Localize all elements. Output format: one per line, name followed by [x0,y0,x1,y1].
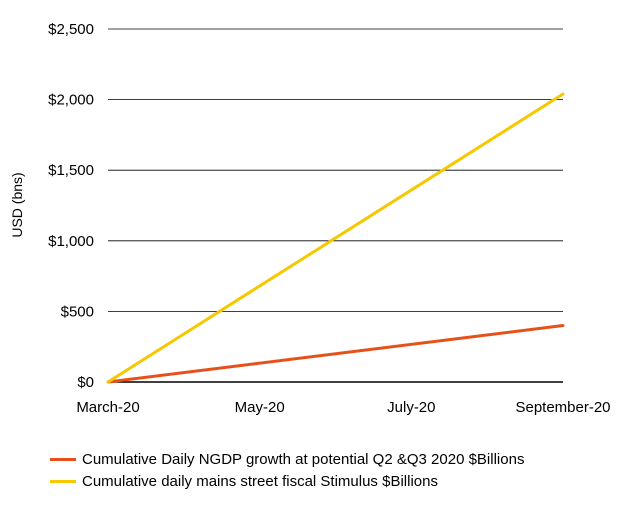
series-line-0 [106,324,565,384]
y-axis-label: USD (bns) [9,172,25,237]
series-line-1 [106,92,565,384]
y-tick-label: $2,500 [48,21,94,38]
legend-swatch-stimulus [50,479,76,483]
y-tick-label: $2,000 [48,92,94,109]
y-axis-ticks: $0 $500 $1,000 $1,500 $2,000 $2,500 [48,21,94,391]
x-tick-label: March-20 [76,399,139,416]
x-tick-label: July-20 [387,399,435,416]
y-tick-label: $1,500 [48,162,94,179]
legend: Cumulative Daily NGDP growth at potentia… [50,448,524,492]
x-tick-label: May-20 [235,399,285,416]
gridlines [108,28,563,383]
x-tick-label: September-20 [515,399,610,416]
y-tick-label: $1,000 [48,233,94,250]
series-lines [106,92,565,384]
x-axis-ticks: March-20 May-20 July-20 September-20 [76,399,610,416]
legend-label-ngdp: Cumulative Daily NGDP growth at potentia… [82,450,525,468]
legend-item-stimulus: Cumulative daily mains street fiscal Sti… [50,470,524,492]
legend-label-stimulus: Cumulative daily mains street fiscal Sti… [82,472,438,490]
y-tick-label: $500 [61,303,94,320]
line-chart: $0$500$1,000$1,500$2,000$2,500 March-20 M… [9,21,611,416]
legend-swatch-ngdp [50,457,76,461]
legend-item-ngdp: Cumulative Daily NGDP growth at potentia… [50,448,524,470]
y-tick-label: $0 [77,374,94,391]
